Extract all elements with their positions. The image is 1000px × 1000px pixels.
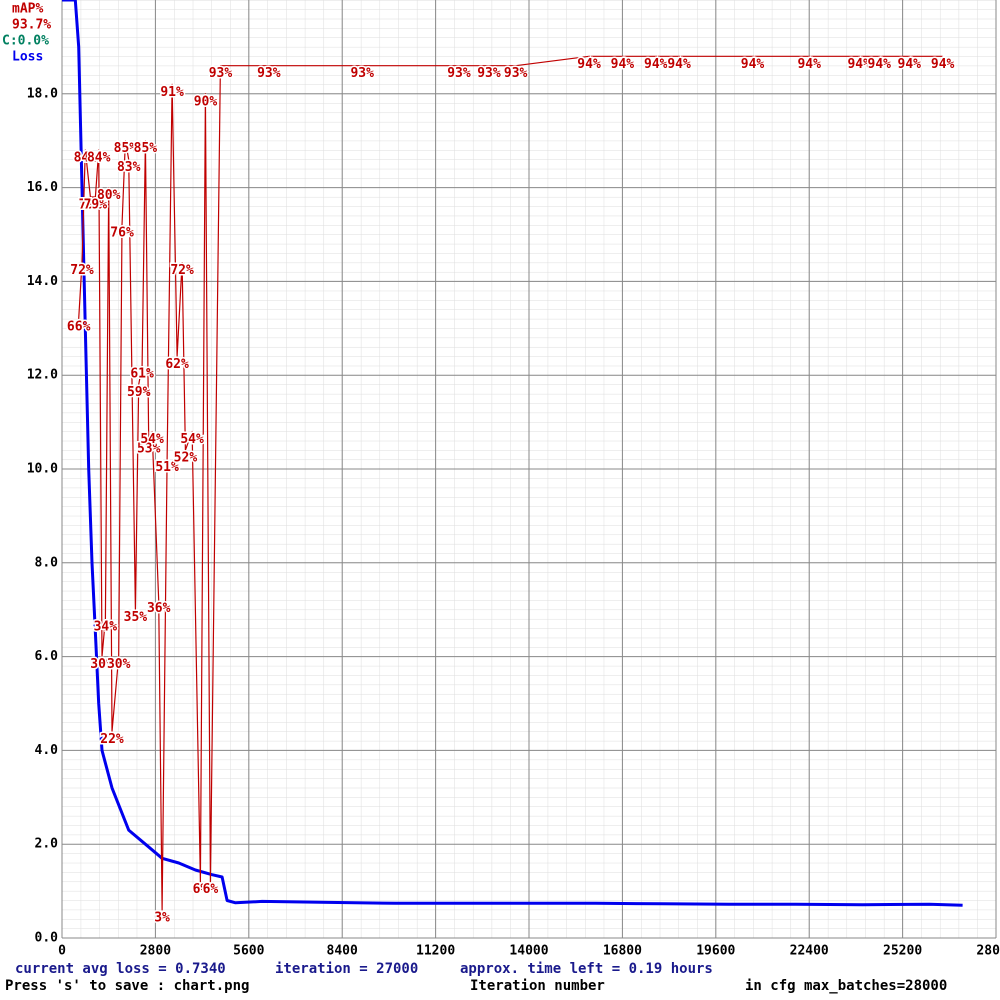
map-value-label: 84% [87,151,111,166]
map-value-label: 94% [847,57,871,72]
avg-loss: current avg loss = 0.7340 [15,961,226,977]
map-value-label: 94% [644,57,668,72]
map-value-label: 62% [165,357,189,372]
x-tick-label: 2800 [140,944,171,959]
map-value-label: 83% [117,160,141,175]
map-value-label: 80% [97,188,121,203]
map-value-label: 3% [154,910,170,925]
map-legend: mAP% [12,2,43,17]
map-value-label: 93% [447,66,471,81]
grid: 0.0 2.0 4.0 6.0 8.0 10.0 12.0 14.0 16.0 18.0 0 2800… [27,0,1000,959]
y-tick-label: 12.0 [27,368,58,383]
map-value-label: 93% [350,66,374,81]
map-value-label: 59% [127,385,151,400]
x-tick-label: 5600 [233,944,264,959]
y-tick-label: 6.0 [35,649,59,664]
map-line [78,55,943,911]
map-value-label: 76% [110,226,134,241]
y-tick-label: 4.0 [35,743,59,758]
map-value-label: 52% [174,451,198,466]
map-value-label: 93% [257,66,281,81]
x-axis-label: Iteration number [470,978,605,994]
x-tick-label: 22400 [790,944,829,959]
map-value-label: 72% [70,263,94,278]
x-tick-label: 14000 [509,944,548,959]
y-tick-label: 18.0 [27,86,58,101]
y-tick-label: 0.0 [35,931,59,946]
map-value-label: 94% [611,57,635,72]
map-value-label: 35% [124,610,148,625]
y-tick-label: 10.0 [27,462,58,477]
map-value-label: 85% [114,141,138,156]
map-value-label: 94% [667,57,691,72]
map-value-label: 54% [140,432,164,447]
map-value-label: 53% [137,441,161,456]
loss-line [62,0,963,907]
plot: 66%72%84%79%79%84%30%34%80%22%30%76%85%8… [62,0,963,927]
x-tick-label: 8400 [327,944,358,959]
x-tick-label: 11200 [416,944,455,959]
iteration: iteration = 27000 [275,961,418,977]
map-value-label: 93% [504,66,528,81]
map-value-label: 6% [203,882,219,897]
map-value-label: 72% [170,263,194,278]
map-value-label: 22% [100,732,124,747]
map-value-label: 36% [147,601,171,616]
map-value-label: 54% [180,432,204,447]
y-tick-label: 2.0 [35,837,59,852]
x-tick-label: 19600 [696,944,735,959]
map-value-label: 93% [477,66,501,81]
time-left: approx. time left = 0.19 hours [460,961,713,977]
map-value-label: 94% [797,57,821,72]
map-value-label: 91% [160,85,184,100]
x-tick-label: 28000 [976,944,1000,959]
current-map: 93.7% [12,18,51,33]
map-value-label: 84% [74,151,98,166]
max-batches: in cfg max_batches=28000 [745,978,947,994]
y-tick-label: 14.0 [27,274,58,289]
map-value-label: 94% [741,57,765,72]
map-value-label: 79% [84,197,108,212]
map-value-label: 94% [868,57,892,72]
map-value-label: 30% [90,657,114,672]
loss-legend: Loss [12,50,43,65]
map-value-label: 66% [67,319,91,334]
map-value-label: 6% [193,882,209,897]
map-value-label: 94% [577,57,601,72]
x-tick-label: 16800 [603,944,642,959]
x-tick-label: 0 [58,944,66,959]
y-tick-label: 16.0 [27,180,58,195]
map-value-label: 34% [94,620,118,635]
map-value-label: 85% [134,141,158,156]
map-value-label: 94% [898,57,922,72]
save-hint: Press 's' to save : chart.png [5,978,249,994]
map-value-label: 94% [931,57,955,72]
class-info: C:0.0% [2,34,49,49]
map-value-label: 61% [130,366,154,381]
map-value-label: 79% [79,197,103,212]
y-tick-label: 8.0 [35,555,59,570]
map-value-label: 51% [155,460,179,475]
map-value-label: 30% [107,657,131,672]
x-tick-label: 25200 [883,944,922,959]
map-value-label: 90% [194,94,218,109]
map-value-label: 93% [209,66,233,81]
